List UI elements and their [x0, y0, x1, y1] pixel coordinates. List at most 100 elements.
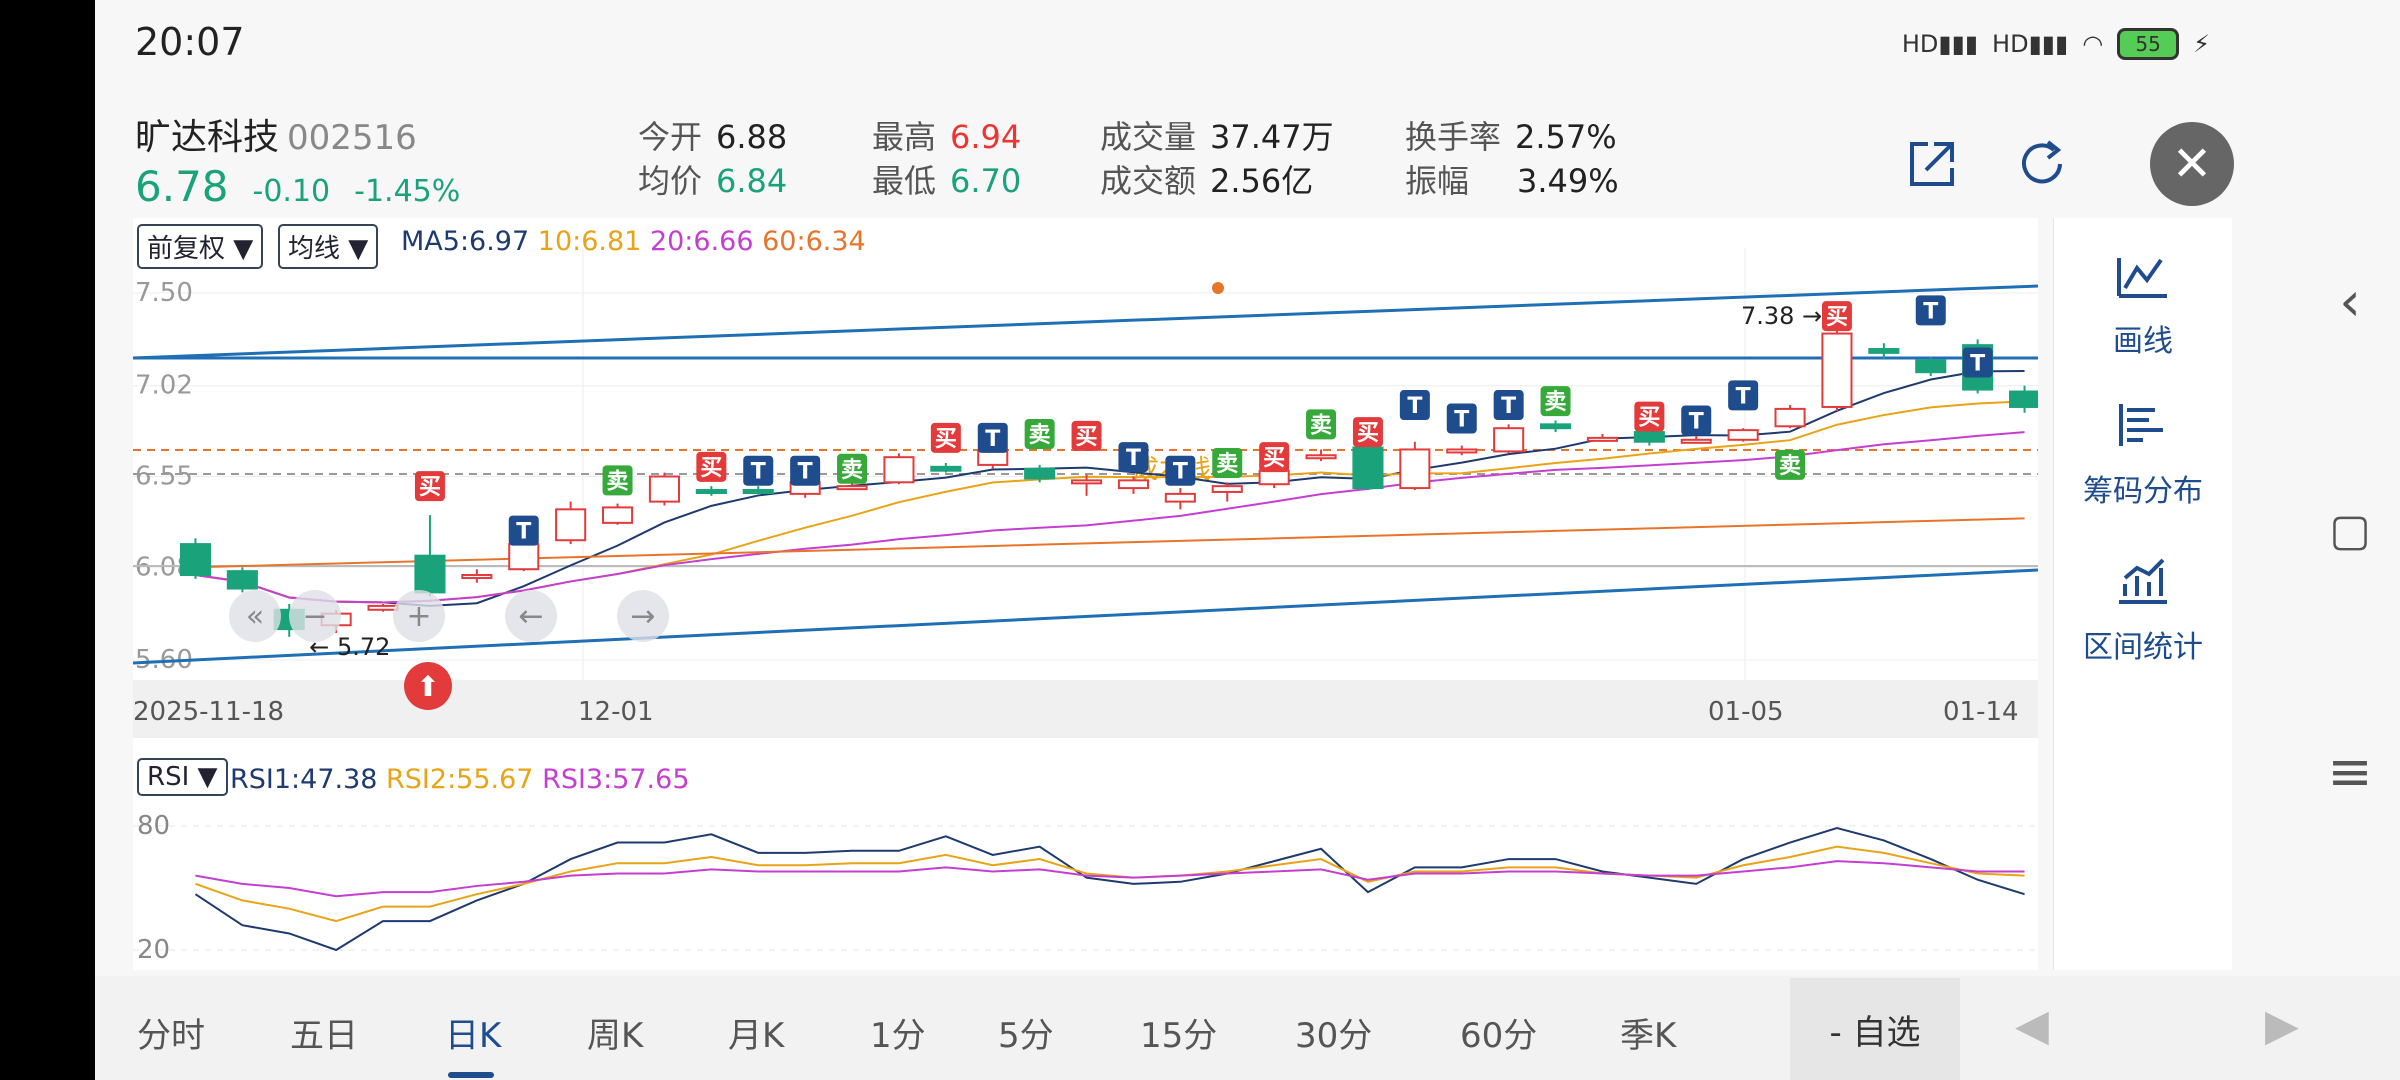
candle-body-19: [1071, 479, 1103, 485]
chip-distribution-icon: [2054, 400, 2232, 466]
share-button[interactable]: [1890, 122, 1974, 206]
candle-body-5: [414, 554, 446, 594]
close-button[interactable]: ✕: [2150, 122, 2234, 206]
refresh-icon: [2022, 140, 2062, 184]
candle-body-30: [1586, 436, 1618, 442]
tab-3[interactable]: 日K: [445, 1016, 502, 1056]
refresh-button[interactable]: [2000, 122, 2084, 206]
candle-body-15: [883, 456, 915, 484]
chart-nav-icon-0: «: [246, 599, 264, 634]
tab-10[interactable]: 60分: [1460, 1016, 1538, 1056]
signal-label-18: T: [1454, 408, 1469, 433]
signal-badge-14: [1259, 442, 1290, 473]
tab-6[interactable]: 1分: [870, 1016, 926, 1056]
next-arrow-icon[interactable]: ▶: [2265, 1000, 2299, 1051]
stat-amount: 成交额 2.56亿: [1100, 162, 1314, 200]
signal-badge-26: [1915, 295, 1946, 326]
candle-body-36: [1868, 348, 1900, 354]
candle-body-10: [648, 475, 680, 503]
stat-volume: 成交量 37.47万: [1100, 118, 1334, 156]
chip-distribution-tool[interactable]: 筹码分布: [2054, 400, 2232, 510]
tab-7[interactable]: 5分: [998, 1016, 1054, 1056]
chart-nav-button-0[interactable]: [229, 590, 281, 642]
tab-4[interactable]: 周K: [587, 1016, 644, 1056]
chart-nav-button-2[interactable]: [393, 590, 445, 642]
trend-line-upper: [132, 284, 2039, 360]
signal-badge-3: [696, 451, 727, 482]
x-label-3: 01-14: [1943, 697, 2019, 727]
tab-5[interactable]: 月K: [728, 1016, 785, 1056]
chart-nav-button-1[interactable]: [289, 590, 341, 642]
candle-body-22: [1211, 485, 1243, 493]
ma60-line: [195, 517, 2025, 569]
signal-badge-12: [1165, 455, 1196, 486]
signal-badge-5: [790, 455, 821, 486]
adjust-select[interactable]: 前复权 ▼: [137, 224, 264, 269]
home-nav-icon[interactable]: ▢: [2329, 505, 2371, 556]
rsi-select[interactable]: RSI ▼: [137, 758, 228, 796]
signal-label-27: T: [1970, 352, 1985, 377]
signal-label-8: T: [985, 427, 1000, 452]
chart-panel: 7.507.026.556.085.60成本线7.38 →← 5.72买T卖买T…: [132, 218, 2041, 970]
rsi3-value: RSI3:57.65: [542, 764, 690, 795]
candle-body-24: [1305, 454, 1337, 460]
prev-arrow-icon[interactable]: ◀: [2015, 1000, 2049, 1051]
signal-label-17: T: [1407, 394, 1422, 419]
candle-body-20: [1117, 479, 1149, 490]
signal-badge-16: [1352, 417, 1383, 448]
back-nav-icon[interactable]: ‹: [2339, 270, 2361, 333]
signal-hd1-icon: HD▮▮▮: [1901, 30, 1979, 58]
high-annotation: 7.38 →: [1741, 302, 1822, 330]
candle-body-32: [1680, 438, 1712, 444]
tab-8[interactable]: 15分: [1140, 1016, 1218, 1056]
active-tab-indicator: [448, 1072, 494, 1078]
candle-body-1: [226, 570, 258, 590]
signal-label-11: T: [1126, 446, 1141, 471]
ma10-value: 10:6.81: [537, 226, 642, 257]
candle-body-12: [742, 489, 774, 495]
chart-nav-button-4[interactable]: [617, 590, 669, 642]
candle-body-14: [836, 485, 868, 491]
rsi2-line: [195, 845, 2025, 923]
signal-badge-25: [1821, 301, 1852, 332]
signal-badge-1: [508, 515, 539, 546]
rsi1-value: RSI1:47.38: [230, 764, 378, 795]
candle-body-31: [1633, 431, 1665, 443]
signal-badge-13: [1212, 447, 1243, 478]
chart-nav-icon-3: ←: [518, 599, 543, 634]
tab-1[interactable]: 分时: [137, 1016, 205, 1056]
candlestick-chart[interactable]: 7.507.026.556.085.60成本线7.38 →← 5.72买T卖买T…: [132, 218, 2041, 970]
signal-badge-24: [1775, 449, 1806, 480]
add-watchlist-button[interactable]: - 自选: [1790, 978, 1960, 1080]
signal-label-26: T: [1923, 299, 1938, 324]
chart-nav-button-3[interactable]: [505, 590, 557, 642]
y-tick-1: 7.02: [135, 371, 193, 401]
draw-line-tool[interactable]: 画线: [2054, 250, 2232, 360]
ma-type-select[interactable]: 均线 ▼: [278, 224, 379, 269]
signal-label-0: 买: [419, 475, 441, 500]
tab-9[interactable]: 30分: [1295, 1016, 1373, 1056]
signal-label-7: 买: [935, 427, 957, 452]
signal-label-5: T: [798, 460, 813, 485]
signal-label-15: 卖: [1310, 412, 1332, 438]
draw-line-icon: [2054, 250, 2232, 316]
tab-11[interactable]: 季K: [1620, 1016, 1677, 1056]
candle-body-6: [461, 574, 493, 580]
tab-2[interactable]: 五日: [290, 1016, 358, 1056]
marker-dot: [1212, 282, 1224, 294]
stock-name: 旷达科技: [135, 117, 280, 158]
share-icon: [1910, 142, 1954, 186]
stat-open: 今开 6.88: [638, 118, 788, 156]
signal-label-10: 买: [1076, 425, 1098, 450]
signal-label-9: 卖: [1029, 422, 1051, 448]
signal-badge-2: [602, 465, 633, 496]
range-stats-tool[interactable]: 区间统计: [2054, 556, 2232, 666]
candle-body-8: [555, 508, 587, 542]
ma5-value: MA5:6.97: [401, 226, 530, 257]
signal-label-21: 买: [1638, 406, 1660, 431]
signal-label-12: T: [1173, 460, 1188, 485]
signal-badge-18: [1446, 403, 1477, 434]
chart-tools-sidebar: 画线 筹码分布 区间统计: [2053, 218, 2232, 970]
menu-nav-icon[interactable]: ≡: [2327, 740, 2373, 803]
signal-badge-11: [1118, 442, 1149, 473]
